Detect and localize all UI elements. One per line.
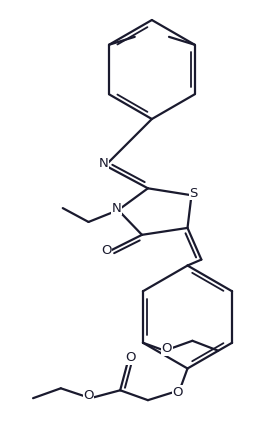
Text: O: O — [125, 351, 135, 364]
Text: O: O — [162, 342, 172, 355]
Text: O: O — [172, 386, 183, 399]
Text: S: S — [189, 187, 198, 200]
Text: N: N — [98, 157, 108, 170]
Text: N: N — [111, 201, 121, 215]
Text: O: O — [101, 244, 111, 257]
Text: O: O — [83, 389, 94, 402]
